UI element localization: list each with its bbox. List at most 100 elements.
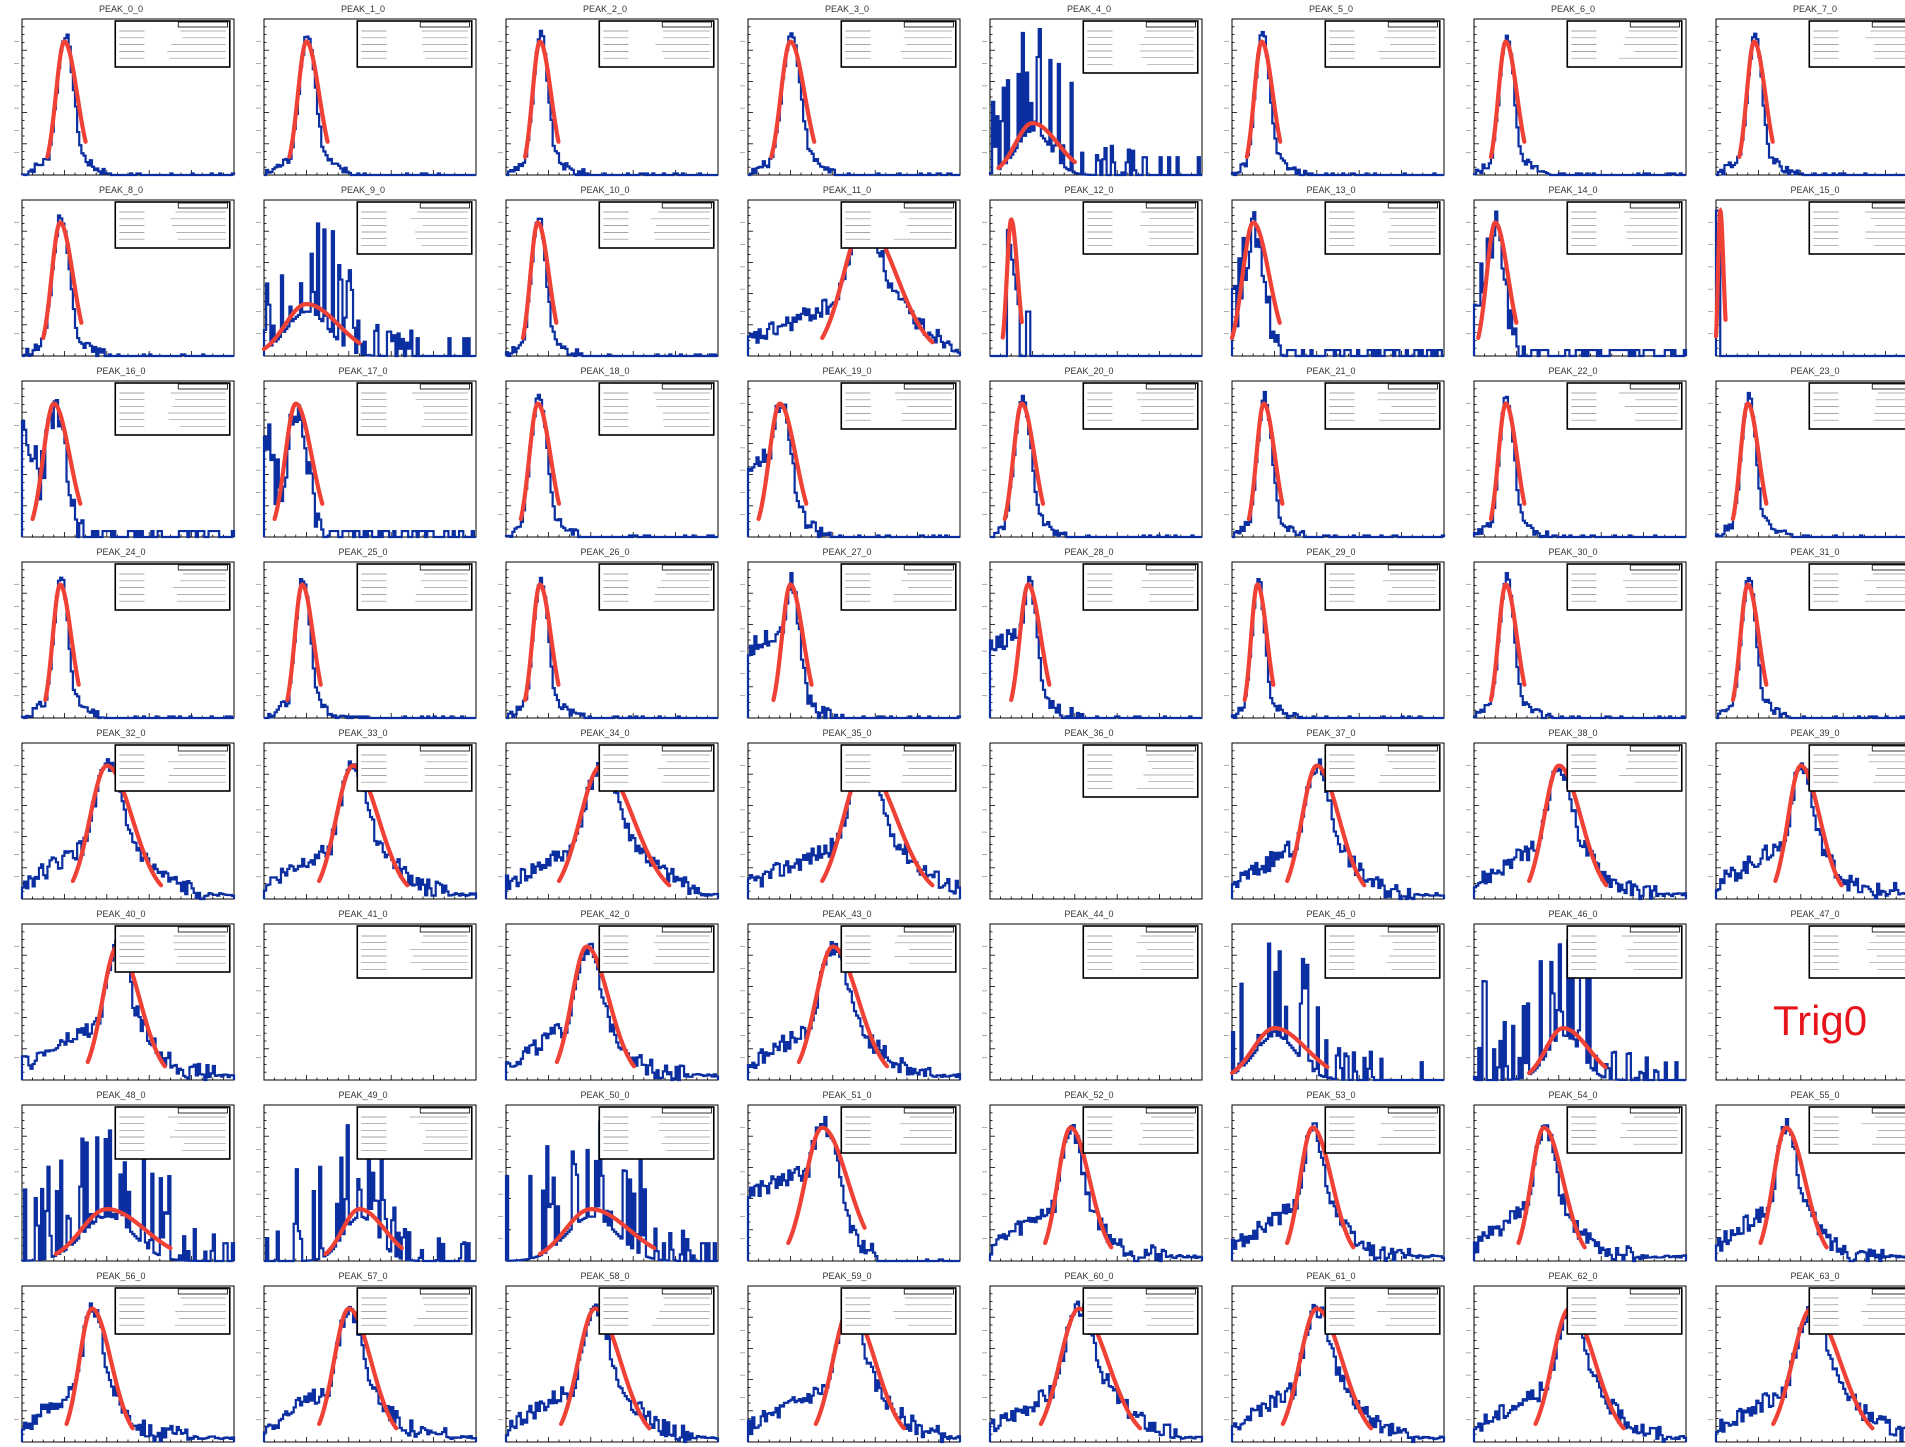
stats-box-frame [1324,1287,1441,1335]
histogram-panel: PEAK_42_0 [486,907,724,1085]
stats-box-frame [114,925,231,973]
panel-plot [14,18,236,177]
histogram-panel: PEAK_57_0 [244,1269,482,1447]
stats-box [114,925,231,973]
panel-title: PEAK_61_0 [1306,1271,1356,1281]
fit-curve [30,401,83,522]
panel-title: PEAK_23_0 [1790,366,1840,376]
stats-box-header [661,383,712,390]
stats-box-header [1871,745,1905,752]
panel-plot [256,923,477,1081]
stats-box-frame [1082,20,1199,74]
stats-box-header [1145,564,1196,571]
stats-box-frame [598,1106,715,1160]
stats-box-frame [1808,1106,1905,1154]
stats-box-header [661,21,712,28]
fit-curve [45,39,88,160]
histogram-panel: PEAK_30_0 [1454,545,1692,723]
panel-title: PEAK_39_0 [1790,728,1840,738]
panel-plot [498,1285,720,1444]
panel-title: PEAK_16_0 [96,366,146,376]
panel-title: PEAK_52_0 [1064,1090,1114,1100]
histogram-panel: PEAK_12_0 [970,183,1208,361]
histogram-panel: PEAK_55_0 [1696,1088,1905,1266]
panel-plot [1708,1104,1905,1263]
stats-box-frame [1082,201,1199,255]
panel-title: PEAK_63_0 [1790,1271,1840,1281]
panel-title: PEAK_35_0 [822,728,872,738]
panel-plot [498,742,720,900]
stats-box-header [1629,1288,1680,1295]
fit-curve [323,1207,404,1257]
stats-box [598,1287,715,1335]
stats-box-frame [840,563,957,611]
stats-box-header [1145,383,1196,390]
stats-box-header [177,1107,228,1114]
histogram-panel: PEAK_8_0 [2,183,240,361]
stats-box-frame [1082,1106,1199,1154]
fit-curve [1488,39,1527,160]
stats-box-header [1387,745,1438,752]
stats-box [1808,744,1905,792]
stats-box [1082,1287,1199,1335]
stats-box-frame [114,20,231,68]
panel-plot [256,380,477,539]
histogram-panel: PEAK_45_0 [1212,907,1450,1085]
histogram-series [20,1129,236,1263]
histogram-series [988,27,1202,177]
stats-box [1808,20,1905,68]
stats-box [1324,925,1441,979]
panel-plot [982,742,1203,900]
fit-curve [1527,1026,1608,1076]
stats-box-frame [598,201,715,249]
stats-box-frame [356,382,473,436]
histogram-panel: PEAK_54_0 [1454,1088,1692,1266]
fit-curve [520,220,559,341]
stats-box-frame [1082,382,1199,430]
panel-title: PEAK_8_0 [98,185,144,195]
histogram-panel: PEAK_21_0 [1212,364,1450,542]
stats-box [840,1287,957,1335]
stats-box-frame [1324,1106,1441,1154]
panel-title: PEAK_1_0 [340,4,386,14]
histogram-panel: PEAK_46_0 [1454,907,1692,1085]
fit-curve [1229,220,1282,341]
stats-box [598,382,715,436]
stats-box [1808,925,1905,979]
histogram-series [1472,764,1688,901]
panel-title: PEAK_54_0 [1548,1090,1598,1100]
stats-box [356,744,473,792]
stats-box [598,201,715,249]
stats-box [356,1287,473,1335]
histogram-series [262,222,476,358]
stats-box-header [177,21,228,28]
stats-box-frame [598,1287,715,1335]
panel-plot [498,380,719,539]
panel-title: PEAK_19_0 [822,366,872,376]
panel-title: PEAK_51_0 [822,1090,872,1100]
panel-plot [256,561,477,720]
stats-box-frame [114,744,231,792]
panel-plot [1466,1285,1688,1443]
fit-curve [1000,217,1024,340]
histogram-series [988,575,1202,720]
stats-box-frame [1324,201,1441,255]
fit-curve [1002,401,1046,522]
stats-box-header [1629,383,1680,390]
panel-title: PEAK_3_0 [824,4,870,14]
stats-box-header [177,564,228,571]
panel-title: PEAK_0_0 [98,4,144,14]
panel-plot [982,923,1203,1081]
histogram-panel: PEAK_1_0 [244,2,482,180]
stats-box [114,563,231,611]
stats-box-frame [1566,201,1683,255]
stats-box [114,201,231,249]
stats-box [1566,1287,1683,1335]
panel-plot [1466,380,1687,539]
panel-title: PEAK_31_0 [1790,547,1840,557]
stats-box-header [1871,564,1905,571]
stats-box-header [177,926,228,933]
panel-plot [1224,18,1445,177]
fit-curve [1246,401,1285,522]
fit-curve [554,944,637,1069]
